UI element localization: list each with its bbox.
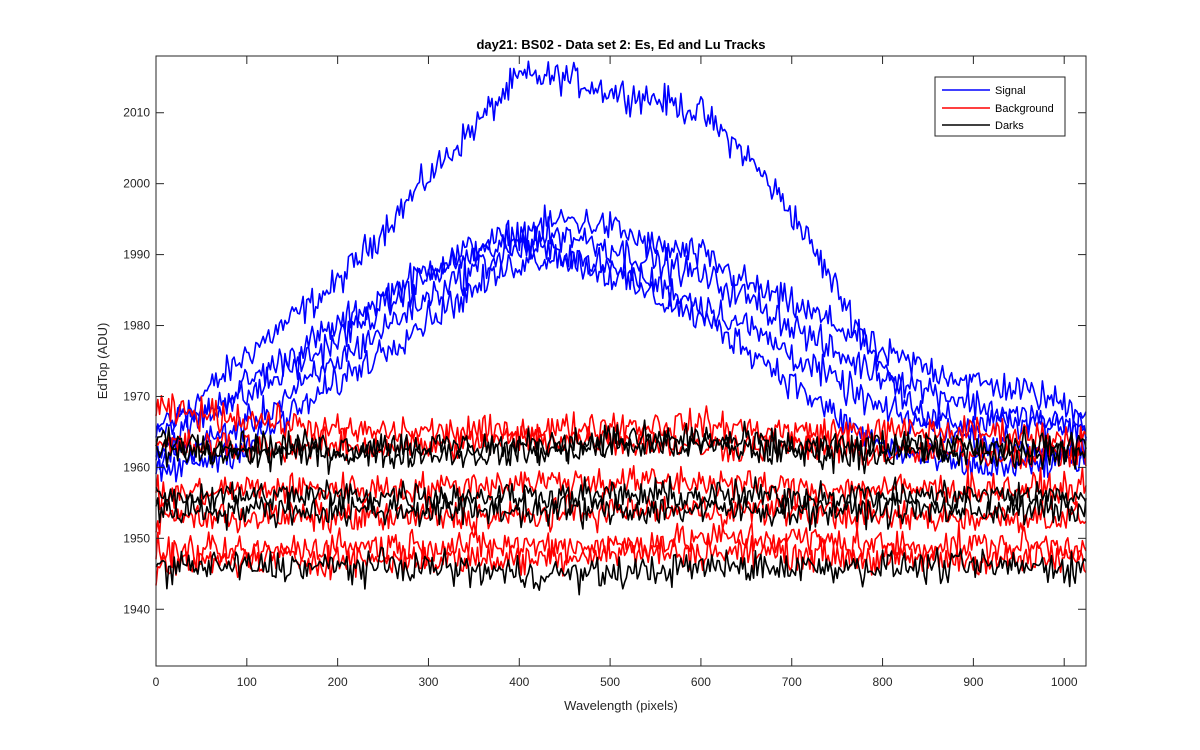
series-line-signal-2 — [155, 216, 1087, 445]
x-tick-label: 200 — [328, 675, 348, 689]
series-line-darks-14 — [155, 489, 1087, 532]
x-tick-label: 400 — [509, 675, 529, 689]
chart-title: day21: BS02 - Data set 2: Es, Ed and Lu … — [476, 37, 765, 52]
y-tick-label: 2010 — [123, 106, 150, 120]
y-tick-label: 1940 — [123, 602, 150, 616]
legend-label-background: Background — [995, 103, 1054, 115]
y-axis: 1940 1950 1960 1970 1980 1990 2000 2010 — [123, 106, 1086, 616]
y-tick-label: 1990 — [123, 248, 150, 262]
x-tick-label: 300 — [418, 675, 438, 689]
x-tick-label: 1000 — [1051, 675, 1078, 689]
y-tick-label: 2000 — [123, 177, 150, 191]
legend: Signal Background Darks — [934, 76, 1066, 137]
x-axis-label: Wavelength (pixels) — [564, 698, 678, 713]
series-line-darks-11 — [155, 419, 1087, 467]
series-line-background-10 — [155, 533, 1087, 586]
series-line-signal-4 — [155, 244, 1087, 483]
y-tick-label: 1950 — [123, 531, 150, 545]
series-line-darks-12 — [155, 426, 1087, 475]
series-line-background-7 — [155, 465, 1087, 511]
legend-label-signal: Signal — [995, 85, 1026, 97]
x-tick-label: 100 — [237, 675, 257, 689]
x-tick-label: 500 — [600, 675, 620, 689]
series-line-background-5 — [155, 393, 1087, 456]
y-axis-label: EdTop (ADU) — [95, 323, 110, 400]
series-line-background-9 — [155, 522, 1087, 570]
plot-frame — [155, 55, 1087, 667]
x-tick-label: 600 — [691, 675, 711, 689]
x-axis: 0 100 200 300 400 500 600 700 800 900 1000 — [153, 56, 1078, 689]
x-tick-label: 700 — [782, 675, 802, 689]
y-tick-label: 1970 — [123, 389, 150, 403]
y-tick-label: 1960 — [123, 460, 150, 474]
series-line-darks-13 — [155, 475, 1087, 516]
series-layer — [155, 60, 1087, 596]
x-tick-label: 800 — [873, 675, 893, 689]
x-tick-label: 900 — [963, 675, 983, 689]
x-tick-label: 0 — [153, 675, 160, 689]
legend-box — [934, 76, 1066, 137]
series-line-signal-1 — [155, 204, 1087, 461]
series-line-darks-15 — [155, 546, 1087, 596]
legend-label-darks: Darks — [995, 120, 1024, 132]
y-tick-label: 1980 — [123, 319, 150, 333]
